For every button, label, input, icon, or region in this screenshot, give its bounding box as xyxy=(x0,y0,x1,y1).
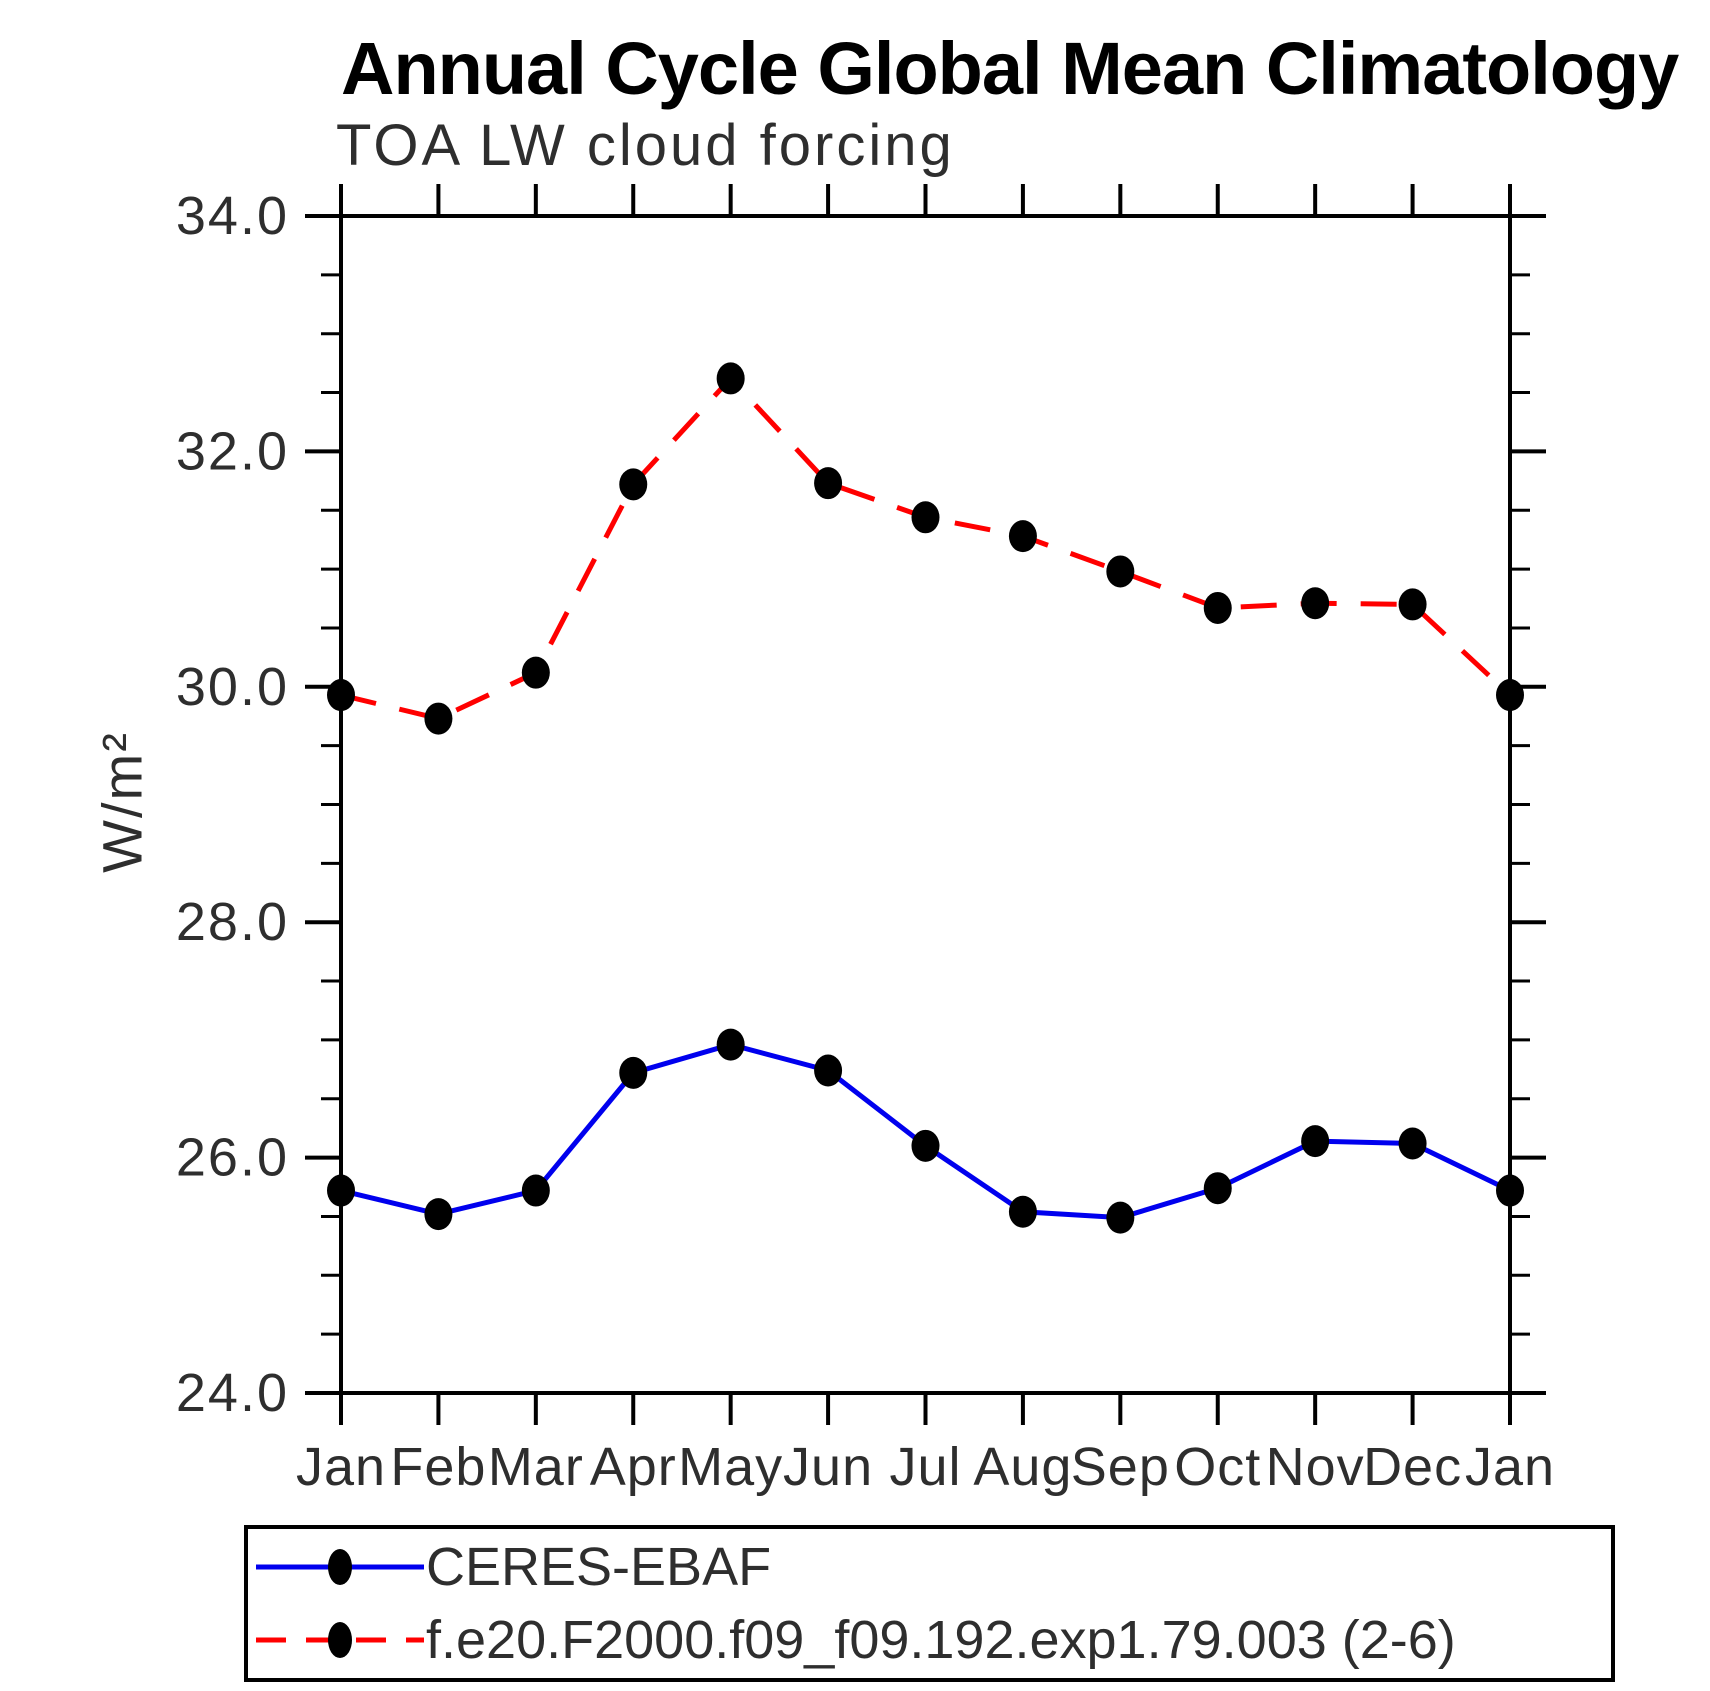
series-ceres-ebaf xyxy=(327,1028,1524,1234)
svg-text:Apr: Apr xyxy=(590,1437,677,1497)
svg-text:26.0: 26.0 xyxy=(176,1128,289,1188)
svg-text:Feb: Feb xyxy=(390,1437,486,1497)
legend-swatch-dashed-line-icon xyxy=(256,1622,424,1658)
series-model xyxy=(327,362,1524,735)
legend-label-model: f.e20.F2000.f09_f09.192.exp1.79.003 (2-6… xyxy=(426,1610,1456,1670)
svg-text:34.0: 34.0 xyxy=(176,186,289,246)
svg-text:Dec: Dec xyxy=(1363,1437,1462,1497)
legend-item-model: f.e20.F2000.f09_f09.192.exp1.79.003 (2-6… xyxy=(248,1605,1611,1675)
legend-label-ceres: CERES-EBAF xyxy=(426,1537,772,1597)
x-axis-ticks xyxy=(339,184,1512,1425)
svg-text:Aug: Aug xyxy=(973,1437,1072,1497)
series-markers xyxy=(327,1028,1524,1234)
legend-item-ceres: CERES-EBAF xyxy=(248,1532,1611,1602)
svg-text:32.0: 32.0 xyxy=(176,421,289,481)
svg-text:Oct: Oct xyxy=(1174,1437,1261,1497)
legend-box: CERES-EBAF f.e20.F2000.f09_f09.192.exp1.… xyxy=(244,1525,1615,1682)
svg-text:Jan: Jan xyxy=(1465,1437,1555,1497)
chart-subtitle: TOA LW cloud forcing xyxy=(336,113,955,178)
svg-text:May: May xyxy=(678,1437,783,1497)
svg-text:Jun: Jun xyxy=(783,1437,873,1497)
y-axis-tick-labels: 24.0 26.0 28.0 30.0 32.0 34.0 xyxy=(176,186,289,1423)
svg-text:28.0: 28.0 xyxy=(176,892,289,952)
y-axis-major-ticks xyxy=(305,214,1546,1395)
svg-text:Jul: Jul xyxy=(889,1437,961,1497)
svg-text:Sep: Sep xyxy=(1071,1437,1170,1497)
svg-text:24.0: 24.0 xyxy=(176,1363,289,1423)
svg-text:30.0: 30.0 xyxy=(176,657,289,717)
svg-text:Nov: Nov xyxy=(1266,1437,1365,1497)
series-markers xyxy=(327,362,1524,735)
axes-frame xyxy=(339,214,1512,1395)
y-axis-minor-ticks xyxy=(321,273,1530,1336)
legend-swatch-solid-line-icon xyxy=(256,1549,424,1585)
chart-title: Annual Cycle Global Mean Climatology xyxy=(341,27,1679,110)
svg-text:Jan: Jan xyxy=(296,1437,386,1497)
svg-text:Mar: Mar xyxy=(488,1437,584,1497)
